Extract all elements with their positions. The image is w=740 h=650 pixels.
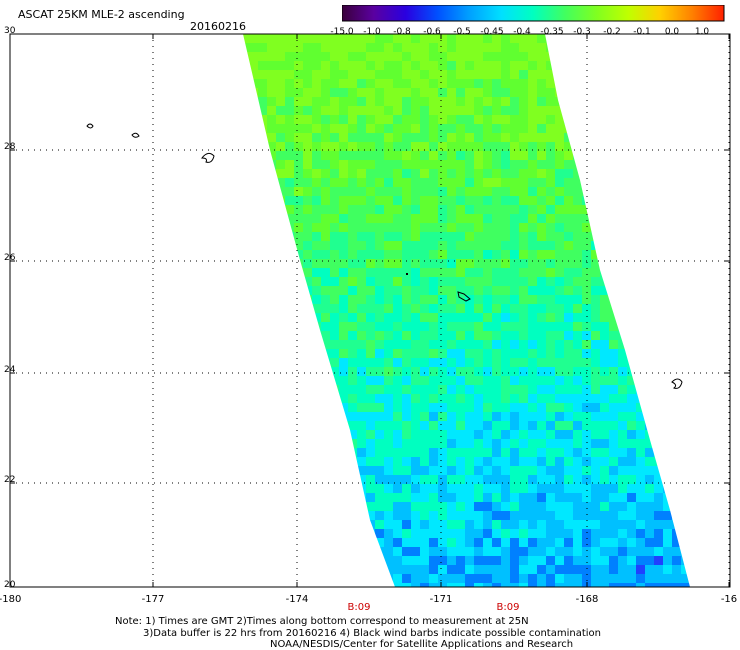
colorbar-tick-label: -0.8	[393, 27, 411, 37]
colorbar-tick-label: -0.3	[573, 27, 591, 37]
time-label: B:09	[347, 602, 371, 613]
lat-label-22: 22	[4, 475, 16, 485]
lon-label-174: -174	[285, 594, 309, 605]
map-frame	[9, 33, 731, 588]
axis-ticks	[9, 33, 730, 588]
lon-label-180: -180	[0, 594, 22, 605]
time-label: B:09	[496, 602, 520, 613]
note-line-1: Note: 1) Times are GMT 2)Times along bot…	[115, 616, 529, 627]
lat-label-26: 26	[4, 253, 16, 263]
colorbar	[342, 5, 725, 22]
chart-title: ASCAT 25KM MLE-2 ascending	[18, 8, 185, 21]
lat-label-20: 20	[4, 580, 16, 590]
lon-label-168: -168	[575, 594, 599, 605]
lon-label-16: -16	[720, 594, 738, 605]
lon-label-171: -171	[429, 594, 453, 605]
chart-date: 20160216	[190, 20, 246, 33]
colorbar-tick-label: -1.0	[363, 27, 381, 37]
lat-label-24: 24	[4, 365, 16, 375]
colorbar-tick-label: -0.45	[480, 27, 504, 37]
lon-label-177: -177	[141, 594, 165, 605]
lat-label-28: 28	[4, 142, 16, 152]
colorbar-tick-label: -15.0	[330, 27, 354, 37]
colorbar-tick-label: -0.1	[633, 27, 651, 37]
colorbar-tick-label: -0.35	[540, 27, 564, 37]
lat-label-30: 30	[4, 26, 16, 36]
scatterometer-swath	[243, 34, 690, 587]
note-line-3: NOAA/NESDIS/Center for Satellite Applica…	[270, 639, 574, 650]
colorbar-tick-label: 1.0	[694, 27, 710, 37]
colorbar-tick-label: -0.6	[423, 27, 441, 37]
colorbar-tick-label: 0.0	[664, 27, 680, 37]
colorbar-tick-label: -0.4	[513, 27, 531, 37]
colorbar-tick-label: -0.5	[453, 27, 471, 37]
note-line-2: 3)Data buffer is 22 hrs from 20160216 4)…	[143, 628, 601, 639]
colorbar-tick-label: -0.2	[603, 27, 621, 37]
island-outlines	[86, 123, 683, 389]
colorbar-gradient	[342, 5, 725, 22]
